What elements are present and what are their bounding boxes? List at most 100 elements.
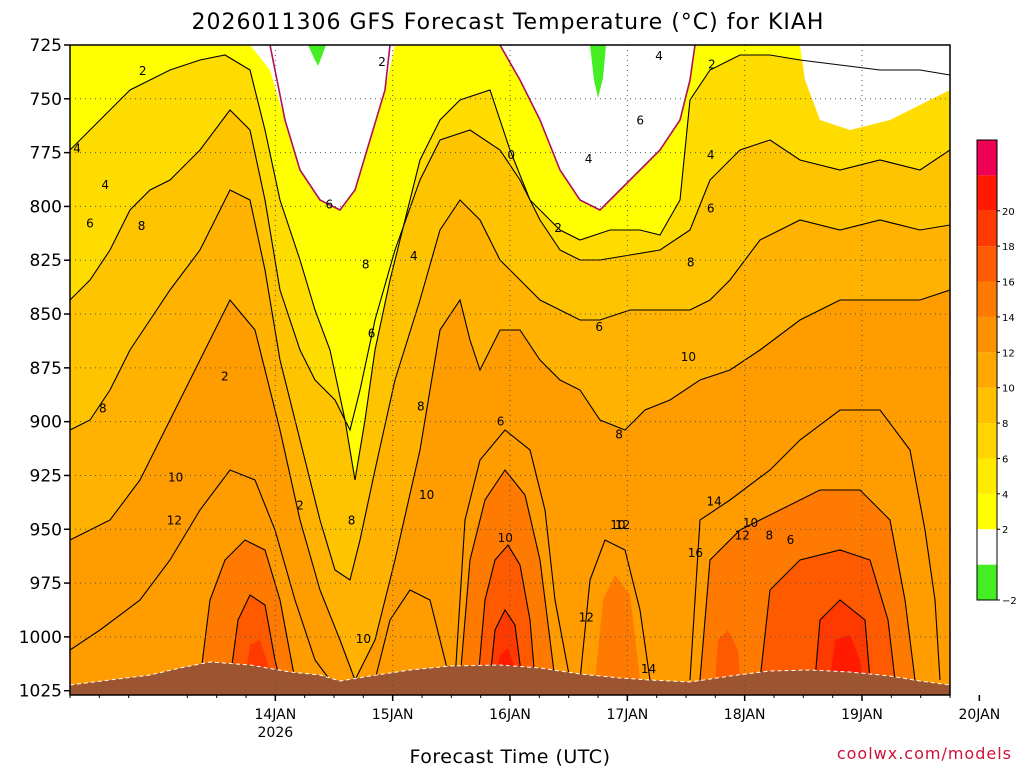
y-tick-label: 950 [30,520,62,540]
contour-line-10d [579,539,651,681]
freezing-line-segment-a [269,45,391,212]
x-axis: 14JAN 2026 15JAN 16JAN 17JAN 18JAN 19JAN 20JAN [69,695,1000,741]
colorbar-swatch [977,564,997,600]
x-tick-label: 18JAN [724,707,766,723]
contour-label: 16 [688,546,703,560]
contour-line-12c [699,489,916,681]
contour-line-10c [454,429,571,681]
y-tick-label: 975 [30,574,62,594]
contour-label: 6 [86,217,94,231]
colorbar-swatch [977,210,997,247]
x-tick-label: 14JAN [254,707,296,723]
contour-label: 4 [410,249,418,263]
contour-label: 2 [221,369,229,383]
x-tick-label: 20JAN [958,707,1000,723]
grid-lines [70,45,950,695]
freezing-line-segment-b [499,45,696,211]
y-tick-label: 850 [30,305,62,325]
contour-label: 12 [167,514,182,528]
contour-label: 8 [615,428,623,442]
contour-label: 10 [498,531,513,545]
contour-label: 8 [362,258,370,272]
colorbar-swatch [977,458,997,494]
credit-link[interactable]: coolwx.com/models [837,744,1012,763]
contour-label: 8 [348,514,356,528]
contour-label: 8 [765,529,773,543]
colorbar-swatch [977,529,997,565]
y-tick-label: 1000 [19,628,62,648]
contour-label: 12 [615,518,630,532]
colorbar-label: 18 [1002,242,1015,253]
y-tick-label: 800 [30,197,62,217]
contour-label: 6 [636,113,644,127]
temp-band-2-4 [70,45,950,480]
x-tick-label: 15JAN [372,707,414,723]
chart-title: 2026011306 GFS Forecast Temperature (°C)… [192,10,825,35]
colorbar-label: 10 [1002,384,1015,395]
temp-core-14-day5b [715,630,740,680]
contour-label: 0 [47,660,55,674]
contour-label: 2 [708,57,716,71]
temp-band-below-0-a [308,45,326,66]
ground-surface-outline [70,661,950,686]
colorbar-swatch [977,140,997,176]
ground-surface [70,662,950,695]
contour-label: 8 [99,402,107,416]
contour-label: 14 [707,494,722,508]
contour-line-6 [70,189,950,581]
y-axis: 725 750 775 800 825 850 875 900 925 950 975 1000 102… [19,36,70,702]
contour-line-14 [229,594,281,681]
contour-label: 8 [417,400,425,414]
x-tick-label: 16JAN [489,707,531,723]
contour-label: 6 [595,320,603,334]
contour-label: 6 [707,202,715,216]
colorbar-swatch [977,281,997,317]
colorbar-swatch [977,493,997,530]
contour-label: 10 [681,350,696,364]
colorbar-swatch [977,246,997,282]
colorbar-label: 4 [1002,490,1008,501]
contour-label: 14 [641,662,656,676]
contour-line-10 [70,469,331,681]
x-tick-label: 19JAN [841,707,883,723]
y-tick-label: 875 [30,359,62,379]
colorbar-label: 12 [1002,348,1015,359]
colorbar-swatch [977,175,997,211]
contour-line-10e [689,409,941,681]
colorbar-swatch [977,423,997,459]
colorbar-label: 20 [1002,207,1015,218]
contour-label: 4 [73,141,81,155]
y-tick-label: 825 [30,251,62,271]
contour-label: 6 [325,197,333,211]
contour-label: 12 [735,529,750,543]
colorbar-frame [976,139,998,601]
freezing-line [269,45,696,212]
temp-band-below-0-b [590,45,606,98]
colorbar-swatch [977,387,997,424]
contour-line-4 [70,109,950,432]
y-tick-label: 900 [30,413,62,433]
contour-line-12 [199,539,296,681]
temp-band-0-2 [250,45,950,210]
x-axis-label: Forecast Time (UTC) [410,746,611,768]
contour-label: 12 [579,611,594,625]
temp-core-18-day6 [830,635,862,680]
contour-label: 2 [139,64,147,78]
y-tick-label: 750 [30,90,62,110]
contour-label: 0 [507,148,515,162]
contour-label: 8 [56,492,64,506]
contour-lines [70,54,950,682]
contour-label: 10 [743,516,758,530]
contour-label: 10 [356,632,371,646]
colorbar-label: −2 [1002,596,1017,607]
y-tick-label: 725 [30,36,62,56]
y-tick-label: 775 [30,144,62,164]
colorbar-label: 8 [1002,419,1008,430]
contour-label: 2 [296,499,304,513]
temp-core-16-day3 [490,610,522,680]
y-tick-label: 925 [30,466,62,486]
contour-label: 6 [368,326,376,340]
